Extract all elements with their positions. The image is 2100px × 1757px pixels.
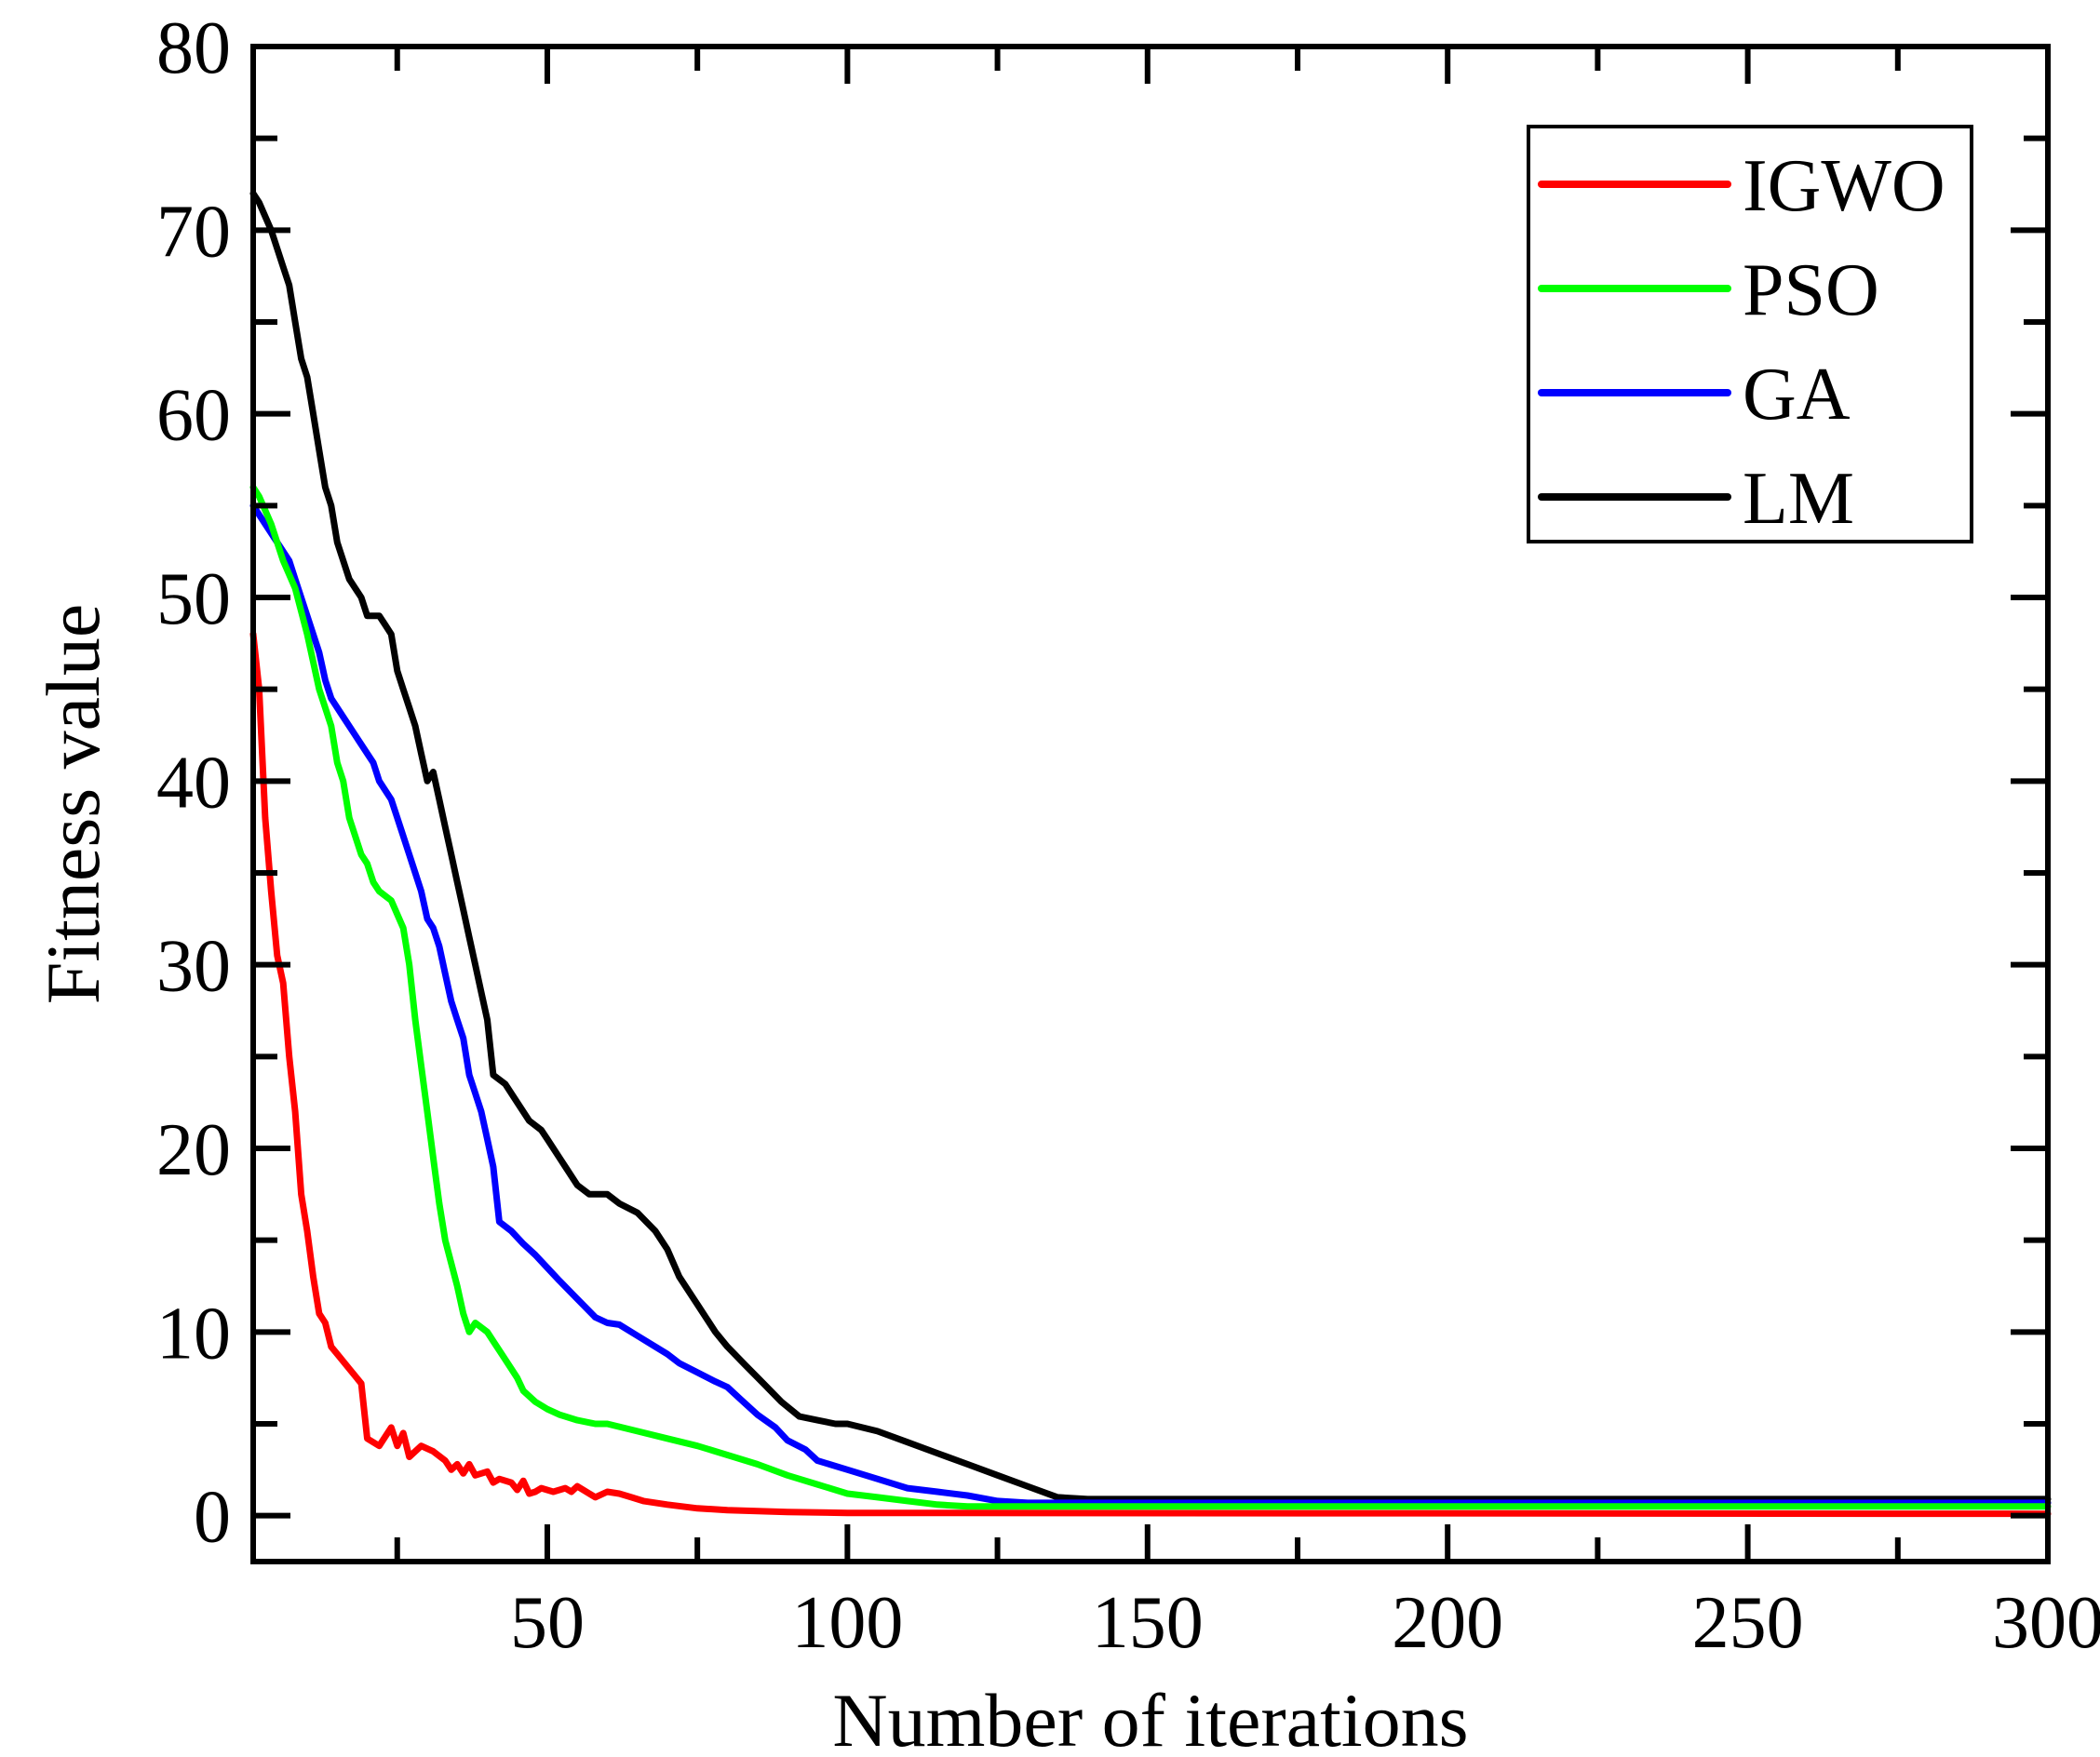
series-line-pso [249, 484, 2052, 1510]
y-tick-label: 30 [156, 926, 231, 1008]
y-tick-label: 10 [156, 1293, 231, 1375]
y-tick-label: 70 [156, 191, 231, 273]
y-tick-label: 20 [156, 1109, 231, 1191]
legend-box [1527, 125, 1973, 543]
y-axis-label: Fitness value [31, 604, 115, 1004]
series-line-igwo [249, 631, 2052, 1518]
ticks-layer [253, 44, 2051, 1562]
y-tick-label: 40 [156, 742, 231, 824]
x-tick-label: 100 [791, 1582, 903, 1664]
x-tick-label: 250 [1692, 1582, 1804, 1664]
legend-label-pso: PSO [1743, 249, 1879, 331]
x-tick-label: 200 [1392, 1582, 1503, 1664]
legend: IGWO PSO GA LM [1527, 125, 1973, 543]
y-tick-label: 80 [156, 7, 231, 89]
series-line-lm [249, 190, 2052, 1503]
y-tick-label: 60 [156, 375, 231, 457]
y-tick-labels: 0 10 20 30 40 50 60 70 80 [156, 7, 231, 1559]
plot-frame [250, 44, 2051, 1564]
legend-label-lm: LM [1743, 458, 1854, 540]
series-layer [249, 190, 2052, 1518]
legend-label-igwo: IGWO [1743, 145, 1945, 227]
x-tick-label: 300 [1992, 1582, 2100, 1664]
y-tick-label: 0 [194, 1477, 231, 1559]
x-axis-label: Number of iterations [832, 1678, 1468, 1757]
x-tick-labels: 50 100 150 200 250 300 [510, 1582, 2100, 1664]
legend-label-ga: GA [1743, 354, 1851, 436]
series-line-ga [249, 502, 2052, 1507]
y-tick-label: 50 [156, 558, 231, 640]
x-tick-label: 150 [1092, 1582, 1204, 1664]
x-tick-label: 50 [510, 1582, 585, 1664]
